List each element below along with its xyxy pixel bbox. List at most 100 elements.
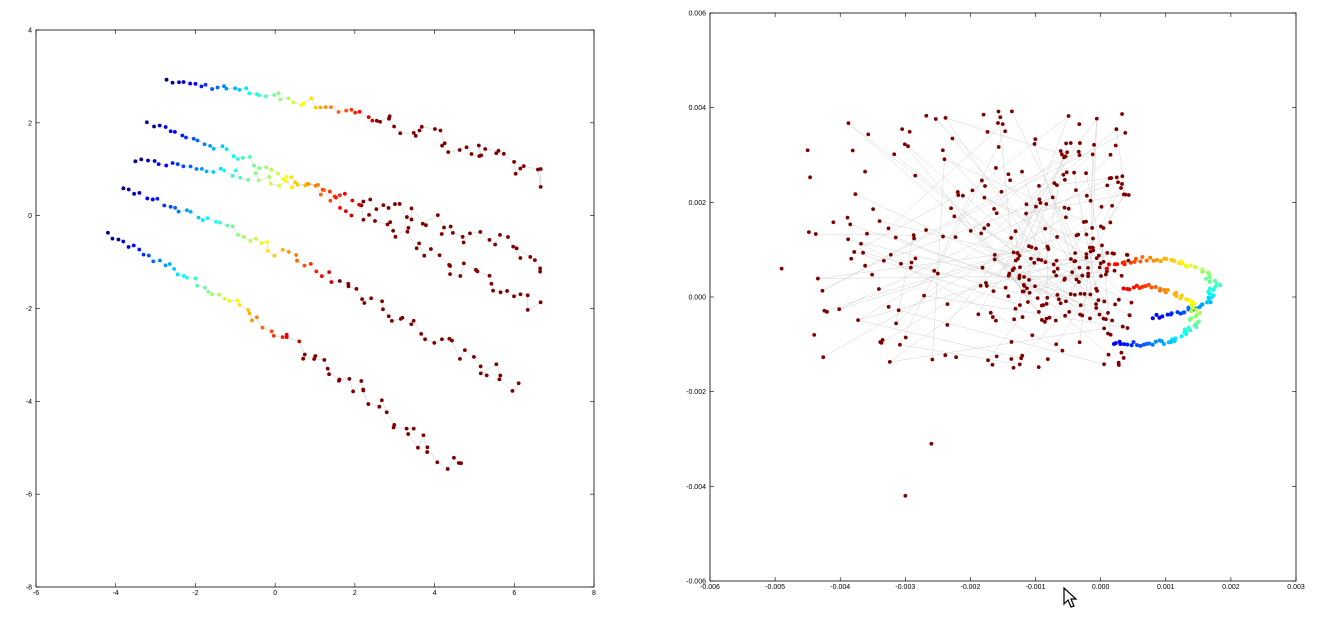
- data-point: [512, 159, 516, 164]
- data-point: [1096, 298, 1101, 303]
- trajectory-segment: [1021, 171, 1049, 249]
- data-point: [1060, 152, 1064, 157]
- data-point: [259, 241, 264, 246]
- data-point: [461, 261, 466, 266]
- data-point: [144, 120, 149, 125]
- data-point: [1109, 176, 1114, 180]
- x-tick-label: 0: [273, 590, 277, 597]
- trajectory-segment: [1073, 172, 1097, 289]
- data-point: [306, 182, 311, 186]
- trajectory-segment: [513, 161, 516, 174]
- data-point: [1191, 305, 1196, 310]
- data-point: [1056, 297, 1061, 302]
- x-tick-label: -0.004: [830, 584, 850, 591]
- data-point: [146, 253, 151, 258]
- data-point: [1208, 300, 1213, 305]
- data-point: [1030, 333, 1035, 338]
- data-point: [994, 354, 999, 359]
- data-point: [498, 290, 503, 295]
- data-point: [1078, 303, 1083, 308]
- data-point: [1197, 305, 1202, 310]
- data-point: [888, 252, 893, 257]
- data-point: [953, 235, 958, 240]
- data-point: [1084, 252, 1089, 257]
- data-point: [342, 191, 347, 196]
- data-point: [941, 234, 945, 239]
- trajectory-segment: [935, 118, 1049, 249]
- chart-right: -0.006 -0.005 -0.004 -0.003 -0.002 -0.001 0.00…: [686, 11, 1305, 592]
- data-point: [1137, 286, 1142, 291]
- data-point: [903, 335, 908, 340]
- data-point: [1121, 286, 1126, 291]
- data-point: [175, 272, 180, 277]
- data-point: [1102, 362, 1106, 367]
- data-point: [1102, 299, 1107, 304]
- data-point: [863, 263, 868, 268]
- trajectory-segment: [945, 117, 1062, 155]
- data-point: [131, 243, 136, 248]
- data-point: [1092, 142, 1096, 147]
- data-point: [988, 310, 993, 315]
- data-point: [1084, 171, 1088, 176]
- data-point: [458, 356, 462, 361]
- data-point: [1178, 259, 1183, 264]
- data-point: [329, 280, 334, 284]
- trajectory-segment: [895, 237, 1067, 302]
- data-point: [337, 279, 342, 283]
- data-point: [943, 353, 948, 358]
- data-point: [199, 84, 204, 89]
- data-point: [224, 86, 229, 91]
- data-point: [374, 207, 379, 212]
- data-point: [257, 166, 262, 171]
- data-point: [1090, 226, 1095, 230]
- data-point: [450, 338, 454, 343]
- data-point: [478, 230, 483, 234]
- data-point: [935, 271, 940, 276]
- data-point: [420, 221, 425, 226]
- data-point: [1008, 178, 1013, 183]
- trajectory-segment: [857, 273, 938, 321]
- data-point: [1168, 312, 1173, 317]
- data-point: [188, 164, 193, 169]
- data-point: [464, 145, 469, 150]
- data-point: [336, 110, 341, 114]
- data-point: [419, 124, 424, 129]
- data-point: [956, 193, 961, 197]
- trajectory-segment: [932, 159, 945, 360]
- data-point: [237, 87, 242, 92]
- data-point: [1116, 360, 1121, 365]
- data-point: [980, 265, 985, 270]
- data-point: [404, 215, 409, 219]
- trajectory-segment: [934, 190, 973, 271]
- data-point: [328, 198, 333, 203]
- trajectory-segment: [978, 157, 1065, 315]
- data-point: [909, 260, 914, 265]
- data-point: [1006, 273, 1011, 278]
- x-tick-label: 8: [592, 590, 596, 597]
- data-point: [1054, 273, 1059, 278]
- y-tick-label: 0.006: [688, 11, 706, 18]
- data-point: [1070, 270, 1075, 275]
- data-point: [911, 233, 916, 238]
- data-point: [175, 162, 180, 167]
- data-point: [442, 225, 446, 230]
- data-point: [256, 178, 261, 183]
- data-point: [121, 239, 126, 244]
- data-point: [536, 167, 540, 172]
- data-point: [116, 237, 121, 242]
- data-point: [1051, 262, 1056, 267]
- data-point: [1207, 279, 1212, 284]
- data-point: [269, 167, 274, 172]
- data-point: [1105, 269, 1109, 274]
- trajectory-segment: [386, 412, 395, 425]
- data-point: [1121, 342, 1126, 347]
- data-point: [990, 362, 995, 367]
- data-point: [397, 202, 402, 206]
- data-point: [278, 97, 283, 102]
- data-point: [1024, 211, 1029, 216]
- trajectory-segment: [1085, 173, 1107, 275]
- data-point: [388, 220, 393, 225]
- data-point: [313, 105, 318, 110]
- data-point: [152, 159, 157, 163]
- data-point: [313, 183, 318, 188]
